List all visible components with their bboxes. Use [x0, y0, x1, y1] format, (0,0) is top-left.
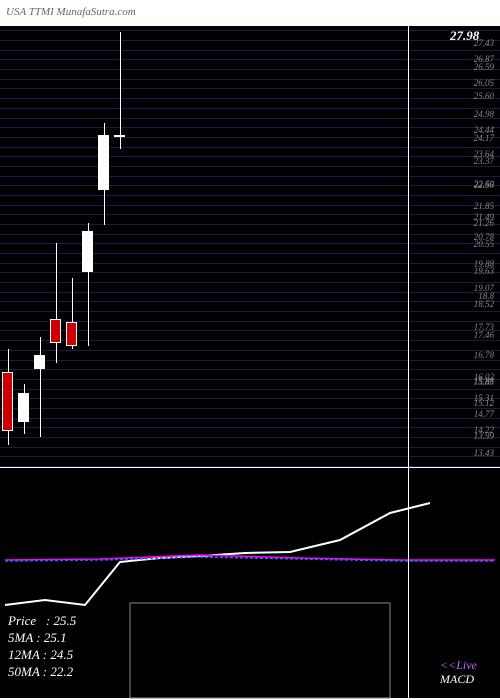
grid-line	[0, 195, 500, 196]
grid-line	[0, 176, 500, 177]
grid-line	[0, 137, 500, 138]
y-axis-label: 16.78	[454, 350, 494, 360]
candle-body[interactable]	[50, 319, 61, 342]
y-axis-label: 22.56	[454, 180, 494, 190]
grid-line	[0, 301, 500, 302]
y-axis-label: 15.12	[454, 398, 494, 408]
grid-line	[0, 30, 500, 31]
grid-line	[0, 50, 500, 51]
grid-line	[0, 205, 500, 206]
grid-line	[0, 234, 500, 235]
y-axis-label: 13.43	[454, 448, 494, 458]
grid-line	[0, 69, 500, 70]
y-axis-label: 17.46	[454, 330, 494, 340]
grid-line	[0, 40, 500, 41]
candle-body[interactable]	[2, 372, 13, 431]
grid-line	[0, 166, 500, 167]
grid-line	[0, 311, 500, 312]
grid-line	[0, 253, 500, 254]
chart-container: USA TTMI MunafaSutra.com Price : 25.55MA…	[0, 0, 500, 700]
grid-line	[0, 437, 500, 438]
candle-body[interactable]	[82, 231, 93, 272]
y-axis-label: 21.85	[454, 201, 494, 211]
grid-line	[0, 398, 500, 399]
crosshair-vertical	[408, 26, 409, 698]
candle-wick	[120, 32, 121, 149]
info-row: 5MA : 25.1	[8, 630, 67, 646]
grid-line	[0, 272, 500, 273]
grid-line	[0, 456, 500, 457]
grid-line	[0, 156, 500, 157]
grid-line	[0, 147, 500, 148]
indicator-chart-area[interactable]	[0, 468, 500, 698]
grid-line	[0, 369, 500, 370]
grid-line	[0, 389, 500, 390]
grid-line	[0, 427, 500, 428]
info-row: 50MA : 22.2	[8, 664, 73, 680]
info-row: Price : 25.5	[8, 613, 76, 629]
y-axis-label: 21.26	[454, 218, 494, 228]
candle-body[interactable]	[18, 393, 29, 422]
grid-line	[0, 118, 500, 119]
y-axis-label: 25.60	[454, 91, 494, 101]
grid-line	[0, 292, 500, 293]
grid-line	[0, 282, 500, 283]
macd-label: <<Live	[440, 658, 477, 673]
grid-line	[0, 408, 500, 409]
y-axis-label: 18.52	[454, 299, 494, 309]
grid-line	[0, 418, 500, 419]
grid-line	[0, 466, 500, 467]
grid-line	[0, 185, 500, 186]
macd-label: MACD	[440, 672, 474, 687]
grid-line	[0, 224, 500, 225]
grid-line	[0, 447, 500, 448]
price-chart-area[interactable]	[0, 26, 500, 466]
grid-line	[0, 243, 500, 244]
grid-line	[0, 127, 500, 128]
y-axis-label: 19.63	[454, 266, 494, 276]
candle-wick	[40, 337, 41, 437]
y-axis-label: 14.77	[454, 409, 494, 419]
candle-body[interactable]	[66, 322, 77, 345]
grid-line	[0, 59, 500, 60]
grid-line	[0, 108, 500, 109]
y-axis-label: 24.17	[454, 133, 494, 143]
y-axis-label: 13.99	[454, 431, 494, 441]
y-axis-label: 26.05	[454, 78, 494, 88]
y-axis-label: 15.88	[454, 376, 494, 386]
grid-line	[0, 350, 500, 351]
candle-body[interactable]	[34, 355, 45, 370]
grid-line	[0, 79, 500, 80]
y-axis-label: 26.59	[454, 62, 494, 72]
chart-title: USA TTMI MunafaSutra.com	[6, 6, 136, 18]
grid-line	[0, 263, 500, 264]
candle-body[interactable]	[114, 135, 125, 137]
grid-line	[0, 379, 500, 380]
info-row: 12MA : 24.5	[8, 647, 73, 663]
y-axis-label: 24.98	[454, 109, 494, 119]
grid-line	[0, 214, 500, 215]
last-price-label: 27.98	[450, 28, 479, 44]
y-axis-label: 20.55	[454, 239, 494, 249]
y-axis-label: 23.37	[454, 156, 494, 166]
grid-line	[0, 88, 500, 89]
grid-line	[0, 98, 500, 99]
candle-wick	[56, 243, 57, 363]
grid-line	[0, 360, 500, 361]
candle-body[interactable]	[98, 135, 109, 191]
